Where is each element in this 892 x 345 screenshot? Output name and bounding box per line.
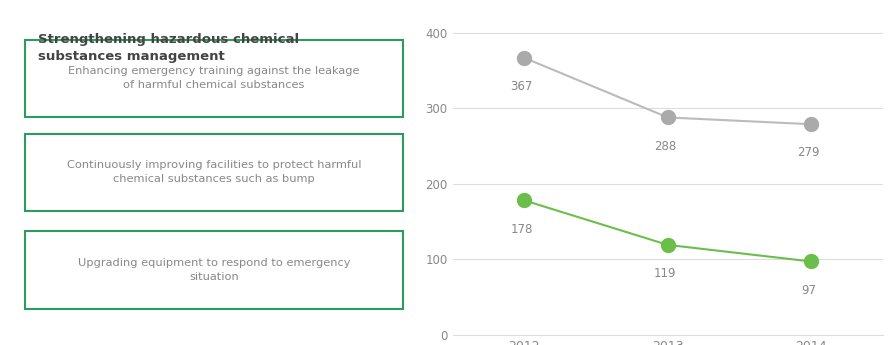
Text: Strengthening hazardous chemical
substances management: Strengthening hazardous chemical substan… xyxy=(37,33,299,63)
Text: Enhancing emergency training against the leakage
of harmful chemical substances: Enhancing emergency training against the… xyxy=(68,67,359,90)
Text: Upgrading equipment to respond to emergency
situation: Upgrading equipment to respond to emerge… xyxy=(78,258,351,282)
Text: 97: 97 xyxy=(801,284,816,297)
FancyBboxPatch shape xyxy=(25,231,402,309)
Text: 279: 279 xyxy=(797,147,820,159)
Text: 288: 288 xyxy=(654,140,676,153)
Text: Hazardous chemical
substances emissions: Hazardous chemical substances emissions xyxy=(452,0,623,1)
FancyBboxPatch shape xyxy=(25,134,402,211)
Text: 178: 178 xyxy=(510,223,533,236)
Text: 119: 119 xyxy=(654,267,676,280)
FancyBboxPatch shape xyxy=(25,40,402,117)
Text: 367: 367 xyxy=(510,80,533,93)
Text: Continuously improving facilities to protect harmful
chemical substances such as: Continuously improving facilities to pro… xyxy=(67,160,361,185)
